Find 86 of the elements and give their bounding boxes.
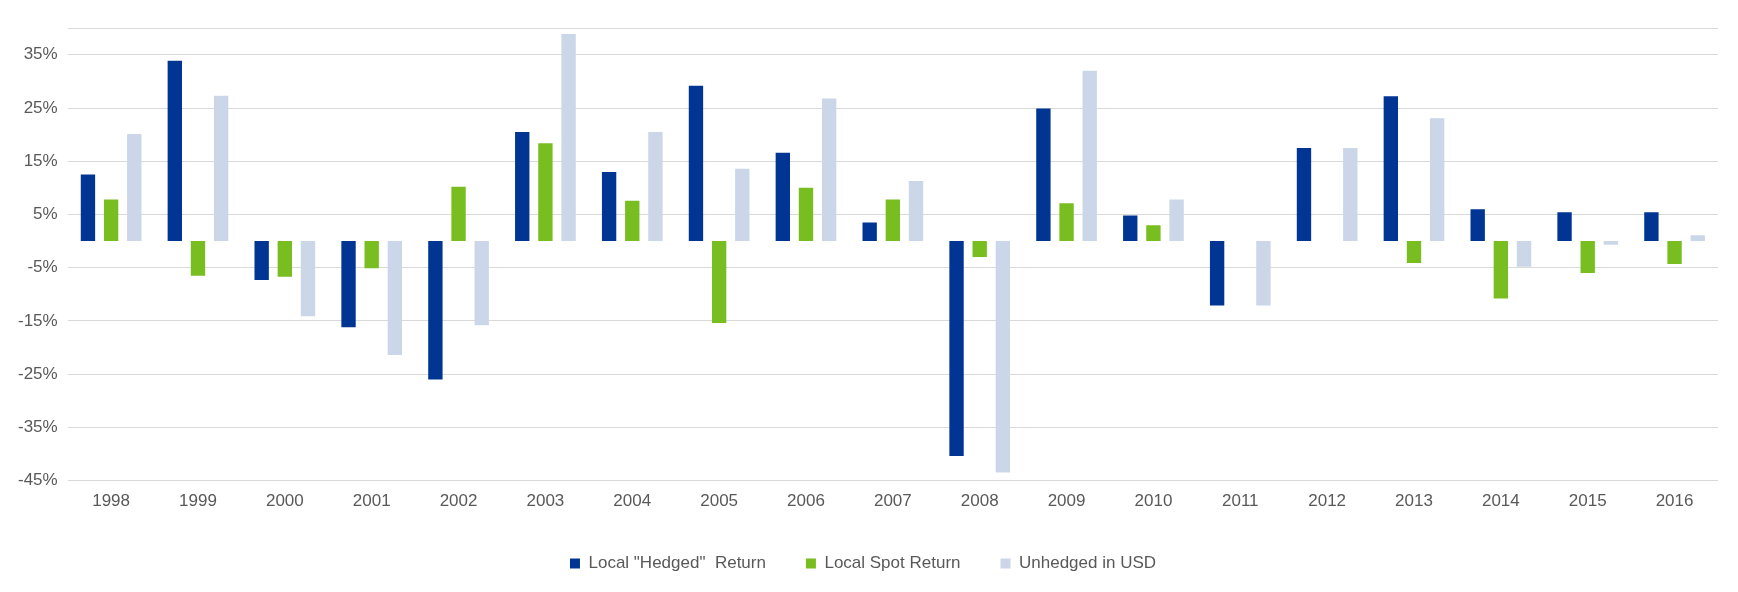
- y-tick-label: -35%: [18, 417, 58, 437]
- x-tick-label: 2008: [960, 491, 999, 511]
- bar: [1406, 241, 1422, 263]
- x-tick-label: 2013: [1395, 491, 1433, 511]
- bar: [1493, 241, 1509, 299]
- y-tick-label: -45%: [18, 470, 58, 490]
- x-tick-label: 1998: [92, 491, 131, 511]
- bar: [1146, 225, 1161, 242]
- x-tick-label: 2000: [265, 491, 304, 511]
- x-tick-label: 2015: [1568, 491, 1607, 511]
- legend-label: Local Spot Return: [824, 553, 961, 573]
- y-tick-label: -15%: [18, 310, 58, 330]
- legend-label: Unhedged in USD: [1019, 553, 1157, 573]
- bar: [387, 241, 403, 355]
- bar: [103, 199, 119, 242]
- bar: [648, 131, 663, 242]
- bar: [167, 60, 182, 242]
- bar: [1580, 241, 1595, 274]
- bar: [254, 241, 269, 280]
- bar: [1603, 241, 1619, 245]
- bar: [561, 34, 576, 242]
- x-tick-label: 2016: [1655, 491, 1694, 511]
- bar: [1036, 108, 1051, 242]
- y-tick-label: 25%: [23, 97, 58, 117]
- bar: [515, 131, 530, 242]
- bar: [1123, 215, 1138, 242]
- bar: [972, 241, 987, 258]
- bar: [451, 186, 466, 242]
- bar: [775, 152, 790, 242]
- legend-label: Local "Hedged" Return: [588, 553, 766, 573]
- bar: [1169, 199, 1184, 242]
- bar: [601, 171, 617, 242]
- bar: [428, 241, 443, 380]
- bar: [1644, 212, 1659, 242]
- bar: [127, 134, 142, 242]
- bar: [364, 241, 379, 269]
- bar: [1082, 70, 1097, 242]
- bar: [213, 95, 229, 242]
- bar: [862, 222, 877, 242]
- bar: [688, 85, 704, 242]
- bar: [1516, 241, 1532, 267]
- bar: [995, 241, 1011, 473]
- x-tick-label: 2010: [1134, 491, 1173, 511]
- bar: [474, 241, 489, 326]
- x-tick-label: 2004: [613, 491, 652, 511]
- bar: [1296, 147, 1312, 242]
- bar: [1059, 203, 1074, 242]
- bar: [190, 241, 206, 276]
- bar: [1429, 118, 1445, 242]
- y-tick-label: -5%: [27, 257, 58, 277]
- bar: [300, 241, 316, 317]
- bar: [1690, 235, 1705, 242]
- bar: [1667, 241, 1682, 264]
- x-tick-label: 2012: [1308, 491, 1347, 511]
- bar: [908, 180, 924, 242]
- y-tick-label: 15%: [23, 150, 58, 170]
- x-tick-label: 2006: [787, 491, 825, 511]
- bar: [885, 199, 901, 242]
- bar: [821, 98, 837, 242]
- bar: [277, 241, 293, 277]
- x-tick-label: 1999: [179, 491, 217, 511]
- x-tick-label: 2014: [1481, 491, 1520, 511]
- bar: [1256, 241, 1271, 306]
- x-tick-label: 2009: [1047, 491, 1086, 511]
- bar: [1470, 209, 1485, 242]
- x-tick-label: 2002: [439, 491, 478, 511]
- bar: [711, 241, 727, 324]
- bar: [798, 187, 814, 242]
- y-tick-label: -25%: [18, 363, 58, 383]
- x-tick-label: 2007: [873, 491, 912, 511]
- x-tick-label: 2001: [352, 491, 391, 511]
- y-tick-label: 5%: [33, 204, 58, 224]
- bar: [341, 241, 356, 328]
- bar: [949, 241, 964, 457]
- y-tick-label: 35%: [23, 44, 58, 64]
- bar: [1209, 241, 1225, 306]
- bar: [538, 143, 553, 242]
- bar: [1383, 96, 1399, 242]
- x-tick-label: 2011: [1222, 491, 1259, 511]
- bar: [1343, 147, 1358, 242]
- x-tick-label: 2003: [526, 491, 565, 511]
- bar: [735, 168, 750, 242]
- bar: [625, 200, 640, 242]
- x-tick-label: 2005: [700, 491, 739, 511]
- bar: [1557, 212, 1572, 242]
- bar: [80, 174, 96, 242]
